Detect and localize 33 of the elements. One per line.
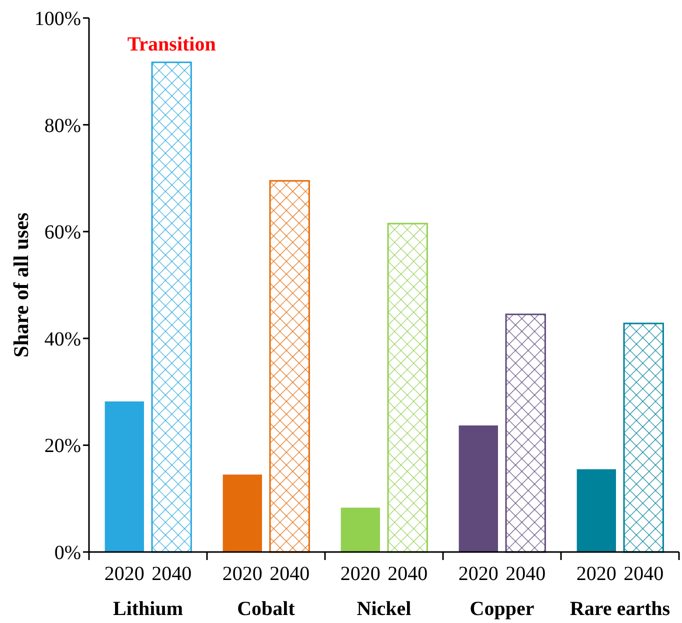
bar <box>222 474 262 552</box>
bar <box>505 314 546 553</box>
bar <box>104 401 144 552</box>
annotation: Transition <box>127 33 216 56</box>
y-tick-label: 80% <box>44 114 81 137</box>
text: 2040 <box>152 563 192 585</box>
x-tick-label: Rare earths <box>570 598 670 620</box>
text: 2020 <box>104 563 144 585</box>
bar <box>576 469 616 552</box>
y-axis-title: Share of all uses <box>9 212 33 358</box>
y-tick-label: 40% <box>44 328 81 350</box>
text: 2020 <box>576 563 616 585</box>
y-tick-label: 100% <box>34 8 81 30</box>
x-tick-label: Lithium <box>112 598 184 620</box>
text: 2040 <box>388 563 428 585</box>
x-tick-label: Cobalt <box>237 598 296 620</box>
series-label: 2040 <box>270 563 310 585</box>
text: 2020 <box>340 563 380 585</box>
bar <box>269 180 310 553</box>
bar <box>340 508 380 552</box>
x-tick-label: Nickel <box>356 598 412 620</box>
x-tick-label: Copper <box>470 598 534 620</box>
text: 2040 <box>506 563 546 585</box>
bar <box>151 62 192 553</box>
bar <box>387 222 428 553</box>
y-tick-label: 60% <box>44 222 81 244</box>
text: 2040 <box>624 563 664 585</box>
bar <box>458 425 498 552</box>
series-label: 2020 <box>222 563 262 585</box>
y-tick-label: 0% <box>54 542 81 564</box>
bar <box>623 322 664 553</box>
y-tick-label: 20% <box>44 435 81 458</box>
text: 2020 <box>458 563 498 585</box>
